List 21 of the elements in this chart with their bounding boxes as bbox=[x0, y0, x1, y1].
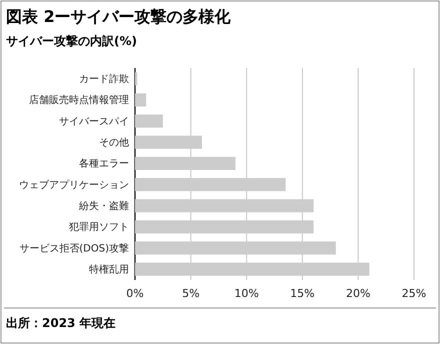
text: 出所：2023 年現在 bbox=[6, 316, 116, 330]
bar bbox=[135, 114, 163, 128]
x-tick-label: 15% bbox=[290, 286, 315, 300]
x-tick-label: 10% bbox=[234, 286, 259, 300]
chart-title: 図表 2ーサイバー攻撃の多様化 bbox=[6, 7, 232, 26]
y-tick-label: サイバースパイ bbox=[59, 116, 129, 128]
y-tick-label: その他 bbox=[99, 136, 129, 148]
y-tick-label: 店舗販売時点情報管理 bbox=[29, 94, 129, 106]
chart-subtitle: サイバー攻撃の内訳(%) bbox=[6, 34, 137, 48]
y-tick-label: サービス拒否(DOS)攻撃 bbox=[19, 242, 129, 254]
y-tick-label: 犯罪用ソフト bbox=[69, 222, 129, 234]
bar bbox=[135, 93, 146, 107]
x-tick-label: 5% bbox=[182, 286, 200, 300]
x-tick-label: 25% bbox=[402, 286, 426, 300]
y-tick-label: カード詐欺 bbox=[79, 72, 129, 85]
y-tick-label: 紛失・盗難 bbox=[78, 200, 129, 212]
x-tick-label: 20% bbox=[346, 286, 370, 300]
y-tick-label: 特権乱用 bbox=[89, 263, 129, 276]
y-tick-label: 各種エラー bbox=[79, 158, 129, 170]
y-tick-label: ウェブアプリケーション bbox=[19, 178, 129, 191]
x-tick-label: 0% bbox=[126, 286, 144, 300]
